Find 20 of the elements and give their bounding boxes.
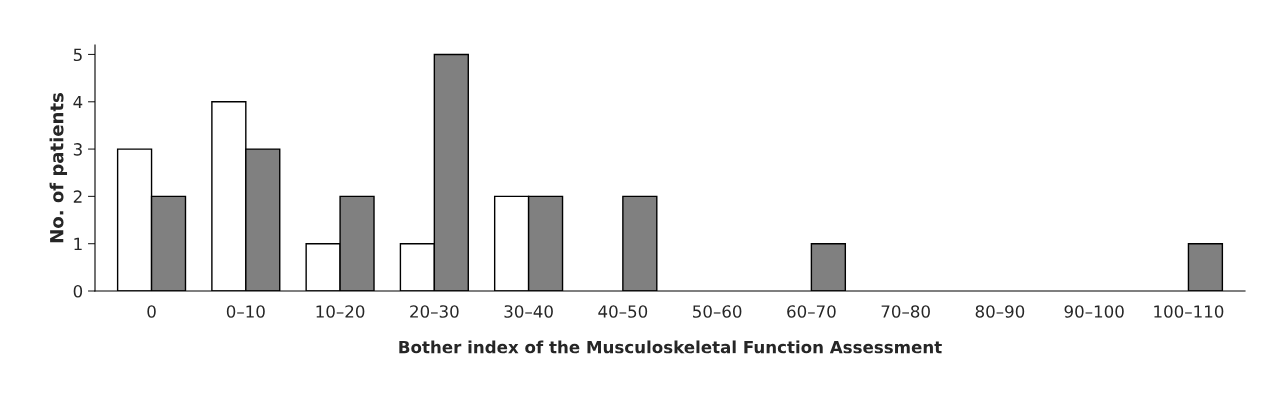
y-axis-title: No. of patients [49,93,68,243]
x-tick-label: 30–40 [504,305,553,318]
x-tick-label: 40–50 [598,305,648,318]
x-tick-label: 0 [147,305,156,318]
y-tick-label: 4 [73,95,83,109]
x-tick-label: 0–10 [226,305,265,318]
x-tick-label: 10–20 [316,305,365,318]
x-axis-title: Bother index of the Musculoskeletal Function Assessment [399,340,942,354]
x-tick-label: 50–60 [693,305,742,318]
x-tick-label: 80–90 [975,305,1025,318]
y-tick-label: 3 [73,143,82,156]
y-tick-label: 0 [73,284,83,298]
x-tick-label: 90–100 [1064,305,1124,318]
x-tick-label: 60–70 [787,305,836,318]
y-tick-label: 2 [73,190,82,203]
y-tick-label: 5 [73,48,82,62]
x-tick-label: 20–30 [410,305,459,318]
x-tick-label: 70–80 [881,305,930,318]
y-tick-label: 1 [74,237,82,251]
x-tick-label: 100–110 [1154,305,1224,318]
